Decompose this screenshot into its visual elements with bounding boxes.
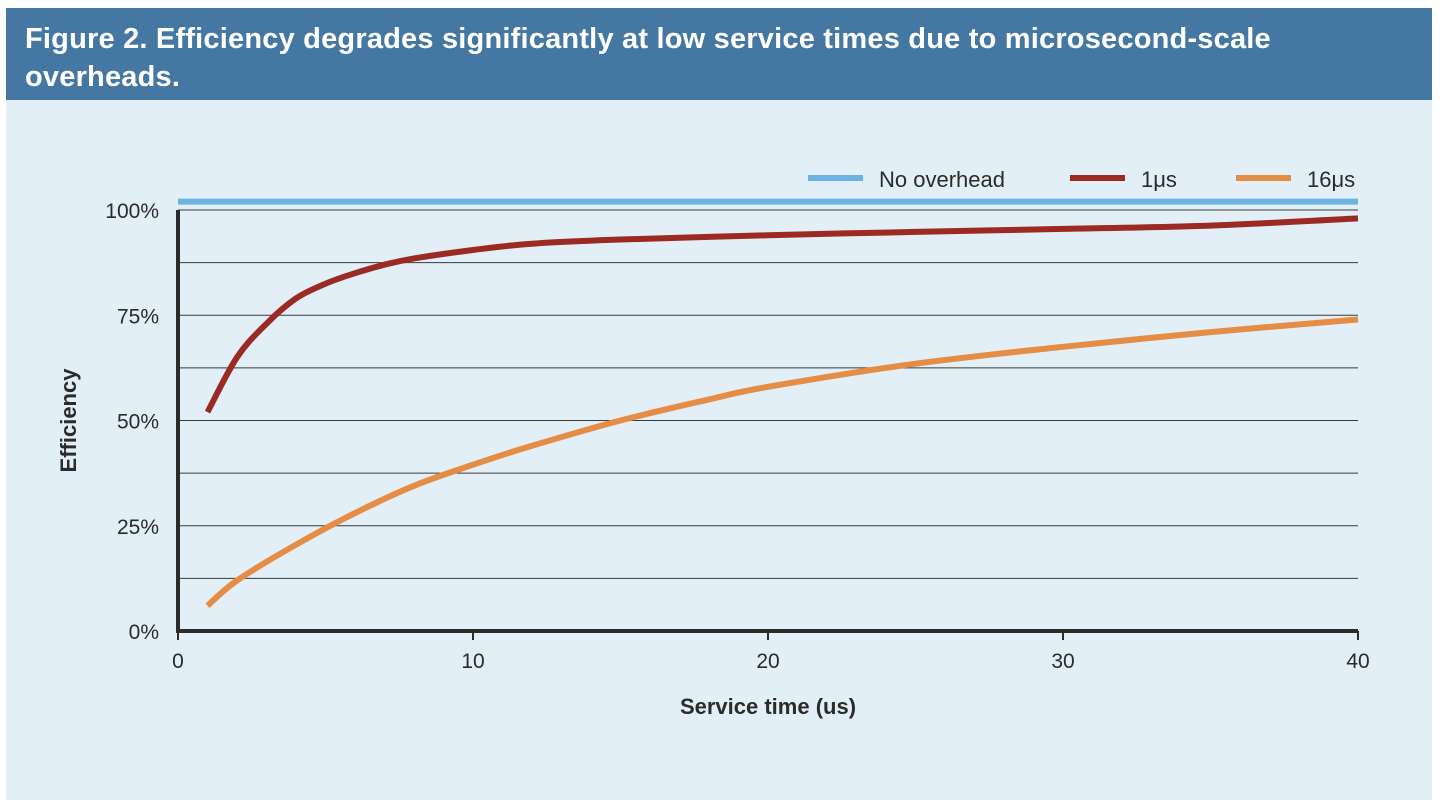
x-tick-label: 30 <box>1051 650 1074 673</box>
x-tick-label: 10 <box>461 650 484 673</box>
figure-panel: Figure 2. Efficiency degrades significan… <box>6 8 1432 800</box>
figure-header: Figure 2. Efficiency degrades significan… <box>6 8 1432 100</box>
y-tick-label: 50% <box>117 411 159 434</box>
y-tick-label: 100% <box>105 200 159 223</box>
chart: 0 10 20 30 40 0% 25% 50% 75% 100% Service time (us… <box>56 167 1370 719</box>
series-1us <box>204 215 1359 414</box>
x-axis-title: Service time (us) <box>680 694 856 719</box>
series-16us <box>205 316 1359 608</box>
y-tick-label: 0% <box>129 621 159 644</box>
y-axis-title: Efficiency <box>56 368 81 473</box>
x-tick-label: 40 <box>1346 650 1369 673</box>
x-tick-label: 0 <box>172 650 184 673</box>
x-tick-label: 20 <box>756 650 779 673</box>
figure-title: Figure 2. Efficiency degrades significan… <box>25 23 1271 93</box>
legend-1us-label: 1μs <box>1141 167 1177 192</box>
legend-no-overhead-label: No overhead <box>879 167 1005 192</box>
y-tick-label: 25% <box>117 516 159 539</box>
legend-16us-label: 16μs <box>1307 167 1355 192</box>
y-tick-label: 75% <box>117 305 159 328</box>
